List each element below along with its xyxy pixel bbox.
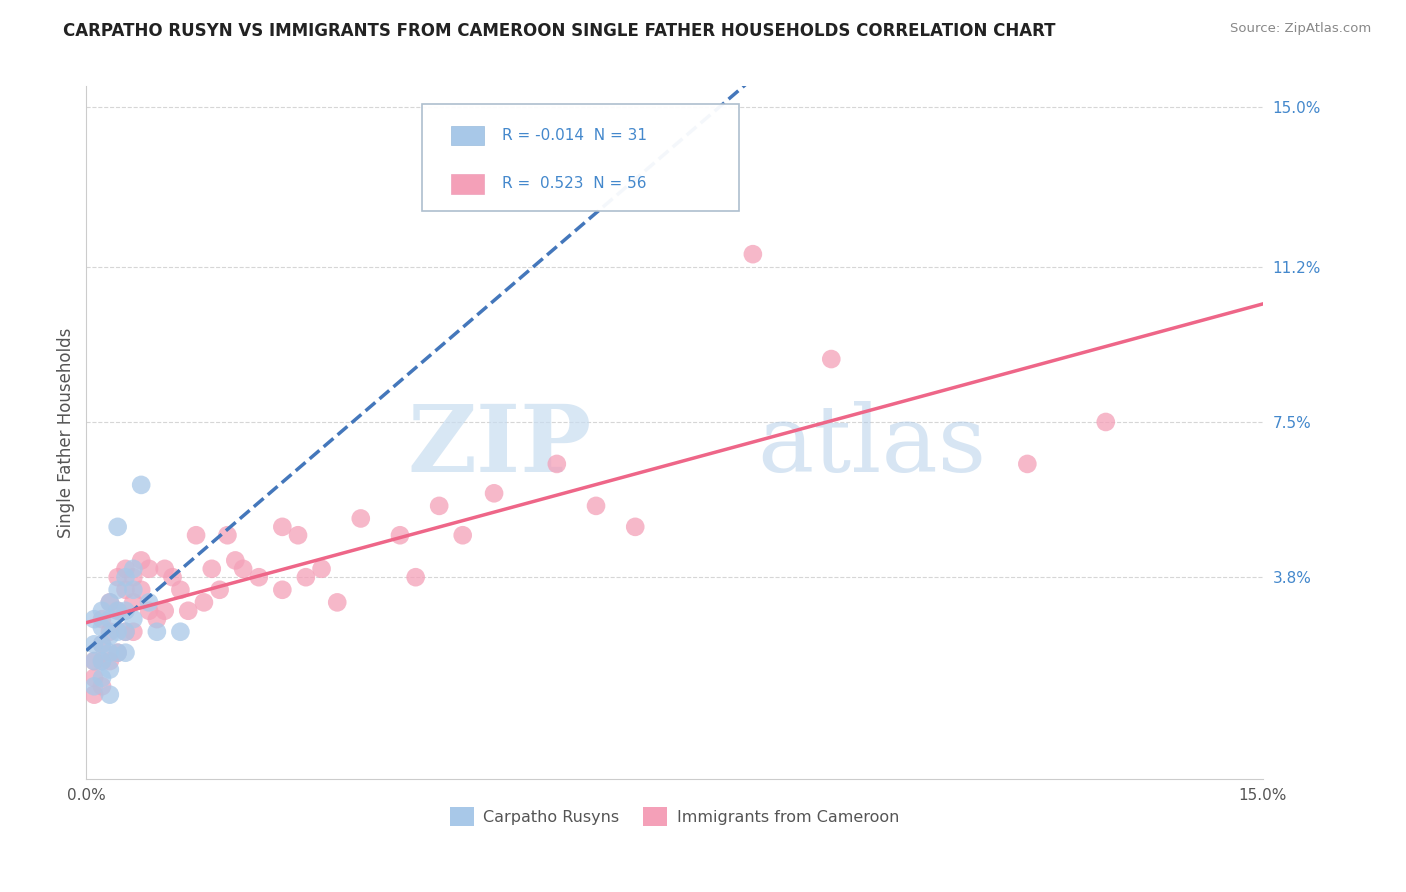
Point [388, 528, 411, 542]
Point [271, 520, 294, 534]
Point [820, 352, 842, 367]
Point [91, 654, 114, 668]
Point [153, 604, 176, 618]
Point [83, 688, 105, 702]
Point [177, 604, 200, 618]
Point [208, 582, 231, 597]
Bar [451, 174, 484, 194]
Point [169, 624, 191, 639]
Point [107, 520, 129, 534]
Point [224, 553, 246, 567]
Point [287, 528, 309, 542]
Point [247, 570, 270, 584]
Point [451, 528, 474, 542]
Point [91, 637, 114, 651]
Point [138, 562, 160, 576]
Point [91, 654, 114, 668]
Point [83, 679, 105, 693]
Point [83, 637, 105, 651]
Point [624, 520, 647, 534]
Point [122, 624, 145, 639]
Point [98, 688, 121, 702]
Point [122, 612, 145, 626]
Point [311, 562, 333, 576]
Point [350, 511, 373, 525]
Point [83, 654, 105, 668]
Point [201, 562, 224, 576]
Point [114, 624, 136, 639]
Point [122, 582, 145, 597]
Point [107, 646, 129, 660]
Point [184, 528, 207, 542]
Text: R = -0.014  N = 31: R = -0.014 N = 31 [502, 128, 647, 143]
Point [91, 604, 114, 618]
Point [98, 595, 121, 609]
Point [114, 562, 136, 576]
Point [1094, 415, 1116, 429]
Point [326, 595, 349, 609]
Point [114, 604, 136, 618]
Point [114, 646, 136, 660]
Point [98, 595, 121, 609]
Point [129, 582, 152, 597]
Point [83, 612, 105, 626]
Y-axis label: Single Father Households: Single Father Households [58, 327, 75, 538]
Point [129, 478, 152, 492]
Point [91, 621, 114, 635]
Point [114, 624, 136, 639]
Point [217, 528, 239, 542]
Legend: Carpatho Rusyns, Immigrants from Cameroon: Carpatho Rusyns, Immigrants from Cameroo… [443, 801, 905, 833]
Point [129, 553, 152, 567]
Point [98, 646, 121, 660]
Point [153, 562, 176, 576]
Point [741, 247, 763, 261]
Point [98, 612, 121, 626]
Point [169, 582, 191, 597]
Point [138, 604, 160, 618]
Point [546, 457, 568, 471]
Point [122, 562, 145, 576]
Text: R =  0.523  N = 56: R = 0.523 N = 56 [502, 177, 645, 192]
Point [83, 654, 105, 668]
Point [193, 595, 215, 609]
Point [98, 629, 121, 643]
Point [91, 637, 114, 651]
Text: Source: ZipAtlas.com: Source: ZipAtlas.com [1230, 22, 1371, 36]
Point [107, 624, 129, 639]
Point [107, 604, 129, 618]
Point [271, 582, 294, 597]
Point [232, 562, 254, 576]
FancyBboxPatch shape [422, 103, 740, 211]
Point [585, 499, 607, 513]
Point [138, 595, 160, 609]
Point [98, 654, 121, 668]
Point [122, 570, 145, 584]
Point [114, 570, 136, 584]
Point [146, 612, 169, 626]
Point [83, 671, 105, 685]
Point [162, 570, 184, 584]
Point [146, 624, 169, 639]
Bar [451, 126, 484, 145]
Point [91, 671, 114, 685]
Text: atlas: atlas [756, 401, 986, 491]
Point [295, 570, 318, 584]
Text: CARPATHO RUSYN VS IMMIGRANTS FROM CAMEROON SINGLE FATHER HOUSEHOLDS CORRELATION : CARPATHO RUSYN VS IMMIGRANTS FROM CAMERO… [63, 22, 1056, 40]
Point [122, 595, 145, 609]
Point [98, 624, 121, 639]
Point [1017, 457, 1039, 471]
Point [405, 570, 427, 584]
Point [91, 612, 114, 626]
Point [107, 582, 129, 597]
Point [98, 663, 121, 677]
Point [107, 570, 129, 584]
Point [91, 679, 114, 693]
Point [107, 604, 129, 618]
Text: ZIP: ZIP [408, 401, 592, 491]
Point [114, 582, 136, 597]
Point [482, 486, 505, 500]
Point [427, 499, 450, 513]
Point [107, 646, 129, 660]
